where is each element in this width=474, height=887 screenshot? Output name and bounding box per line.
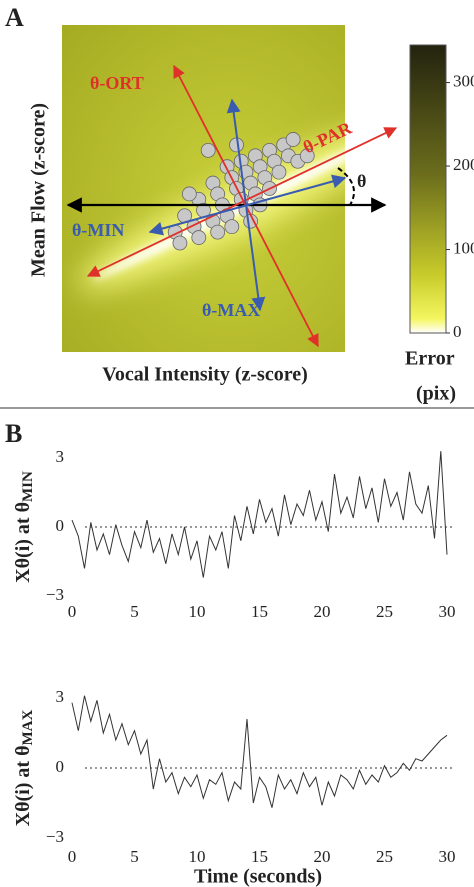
scatter-point [210, 224, 226, 240]
x-tick-label: 30 [439, 847, 456, 866]
max-arrow [226, 98, 266, 312]
x-axis-title: Vocal Intensity (z-score) [102, 364, 308, 386]
colorbar-tick-label: 100 [453, 238, 474, 257]
scatter-point [181, 186, 197, 202]
x-tick-label: 15 [251, 847, 268, 866]
y-tick-label: 3 [56, 687, 65, 706]
x-tick-label: 15 [251, 602, 268, 621]
x-tick-label: 0 [68, 847, 77, 866]
y-tick-label: 0 [56, 516, 65, 535]
y-tick-label: 0 [56, 757, 65, 776]
scatter-point [200, 142, 216, 158]
x-tick-label: 10 [189, 602, 206, 621]
x-tick-label: 5 [130, 847, 139, 866]
annotation: θ-MIN [72, 220, 124, 240]
colorbar-tick-label: 0 [453, 322, 462, 341]
x-tick-label: 10 [189, 847, 206, 866]
colorbar-tick-label: 300 [453, 71, 474, 90]
arrows [66, 64, 398, 348]
x-tick-label: 0 [68, 602, 77, 621]
x-tick-label: 5 [130, 602, 139, 621]
scatter-point [191, 230, 207, 245]
colorbar [409, 44, 447, 334]
scatter-point [271, 164, 287, 180]
y-axis-title: Xθ(i) at θMIN [12, 471, 37, 583]
scatter-point [285, 132, 301, 147]
series-line [71, 451, 448, 578]
y-axis-title: Xθ(i) at θMAX [12, 709, 37, 826]
annotation: θ [357, 171, 366, 191]
y-axis-title-sub: MIN [20, 471, 36, 502]
y-axis-title-main: Xθ(i) at θ [12, 502, 34, 583]
scatter-point [224, 219, 240, 235]
x-tick-label: 25 [376, 602, 393, 621]
scatter-point [172, 235, 188, 251]
x-axis-title: Time (seconds) [194, 866, 322, 887]
panel-label: A [5, 3, 24, 32]
angle-arc [337, 167, 355, 206]
x-tick-label: 20 [314, 847, 331, 866]
y-axis-title-main: Xθ(i) at θ [12, 745, 34, 826]
y-axis-title-sub: MAX [20, 709, 36, 745]
panel-label: B [5, 419, 22, 448]
y-axis-title: Mean Flow (z-score) [28, 103, 50, 277]
y-tick-label: −3 [46, 827, 64, 846]
colorbar-label: Error [405, 348, 455, 370]
y-tick-label: −3 [46, 585, 64, 604]
x-tick-label: 30 [439, 602, 456, 621]
colorbar-label: (pix) [416, 383, 456, 405]
series-line [71, 695, 448, 808]
annotation: θ-ORT [90, 73, 144, 93]
y-tick-label: 3 [56, 447, 65, 466]
x-tick-label: 25 [376, 847, 393, 866]
x-tick-label: 20 [314, 602, 331, 621]
annotation: θ-MAX [202, 300, 260, 320]
colorbar-tick-label: 200 [453, 155, 474, 174]
